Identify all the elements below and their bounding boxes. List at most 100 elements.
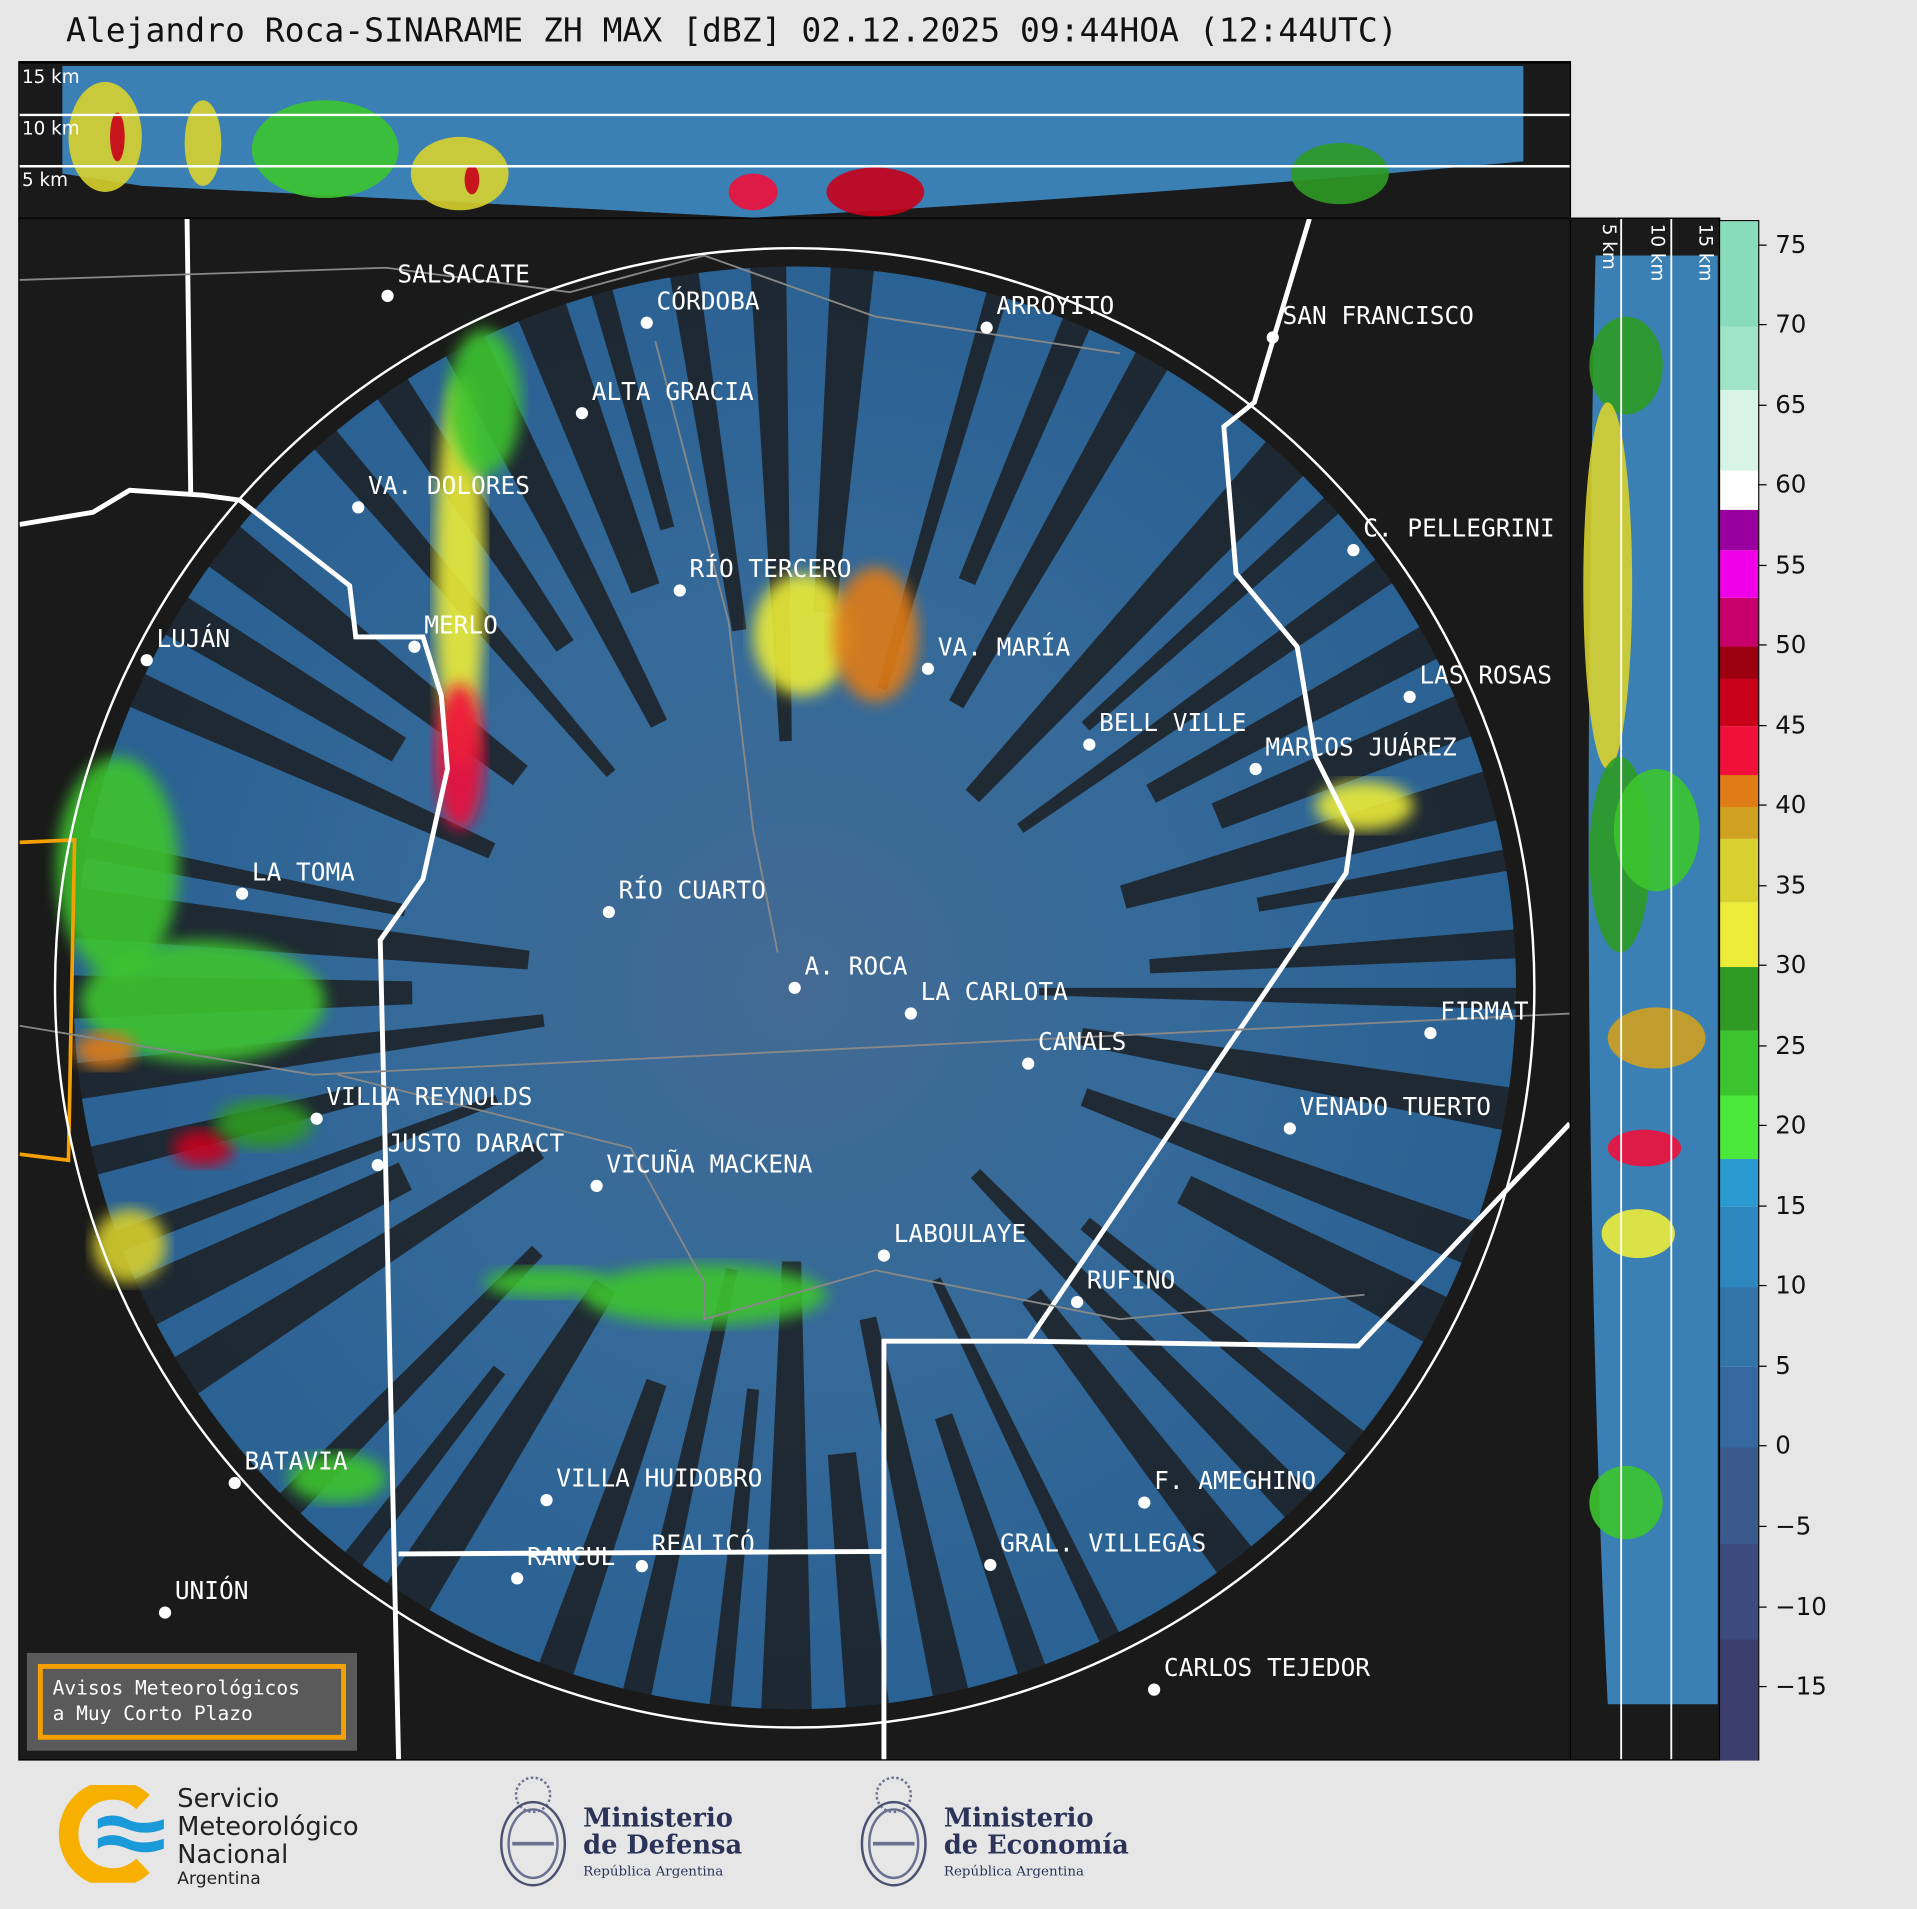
colorbar-tick	[1758, 1125, 1767, 1127]
city-label: SALSACATE	[397, 259, 530, 289]
echo-gap	[859, 1316, 973, 1714]
echo-gap	[1017, 548, 1408, 833]
city-marker	[352, 501, 365, 514]
city-label: VA. DOLORES	[368, 470, 530, 501]
colorbar-segment	[1720, 1446, 1759, 1544]
echo-gap	[1039, 987, 1535, 1011]
colorbar-segment	[1720, 1158, 1759, 1208]
city-marker	[904, 1007, 917, 1020]
colorbar-segment	[1720, 725, 1759, 775]
coat-of-arms-icon	[500, 1776, 567, 1887]
city-label: LAS ROSAS	[1419, 660, 1552, 690]
storm-cell	[832, 567, 919, 702]
colorbar-tick	[1758, 1045, 1767, 1047]
city-label: CÓRDOBA	[656, 286, 760, 316]
vertical-profile-top: 15 km 10 km 5 km	[18, 61, 1572, 221]
storm-cell	[215, 1099, 313, 1149]
city-marker	[1266, 331, 1279, 344]
colorbar-tick	[1758, 884, 1767, 887]
echo-gap	[1081, 485, 1353, 731]
top-profile-svg	[19, 66, 1570, 218]
echo-gap	[511, 286, 660, 594]
profile-cell	[1291, 143, 1389, 205]
city-marker	[1347, 544, 1360, 557]
smn-line-1: Servicio	[177, 1783, 280, 1814]
echo-gap	[1080, 1088, 1495, 1270]
province-border	[184, 218, 194, 496]
colorbar-tick-label: 40	[1775, 790, 1807, 820]
defensa-line-1: Ministerio	[583, 1802, 733, 1833]
echo-gap	[1022, 1288, 1263, 1588]
city-marker	[371, 1159, 384, 1172]
colorbar-segment	[1720, 509, 1759, 551]
city-marker	[511, 1572, 524, 1585]
side-label-10km: 10 km	[1646, 223, 1669, 282]
colorbar-tick-label: 0	[1775, 1431, 1791, 1461]
colorbar-segment	[1720, 838, 1759, 903]
city-label: BELL VILLE	[1099, 707, 1247, 738]
smn-logo: Servicio Meteorológico Nacional Argentin…	[55, 1783, 397, 1889]
city-marker	[140, 654, 153, 667]
city-marker	[228, 1476, 241, 1490]
profile-cell	[1607, 1129, 1682, 1167]
notice-box[interactable]: Avisos Meteorológicos a Muy Corto Plazo	[26, 1652, 357, 1751]
city-marker	[921, 662, 935, 675]
colorbar-tick	[1758, 724, 1767, 726]
colorbar-tick-label: 75	[1775, 229, 1807, 259]
colorbar-tick-label: 60	[1775, 469, 1807, 500]
radar-map-svg	[19, 218, 1570, 1760]
profile-cell	[1607, 1007, 1706, 1069]
city-marker	[1083, 738, 1096, 751]
colorbar-segment	[1720, 645, 1759, 679]
profile-cell	[1583, 402, 1633, 770]
city-label: RUFINO	[1086, 1265, 1176, 1295]
city-marker	[635, 1560, 648, 1573]
profile-cell	[728, 173, 778, 211]
city-marker	[1070, 1295, 1084, 1309]
city-marker	[1249, 762, 1262, 776]
city-label: CARLOS TEJEDOR	[1163, 1652, 1371, 1683]
city-label: RÍO TERCERO	[689, 553, 852, 584]
city-marker	[1403, 690, 1416, 703]
economia-line-3: República Argentina	[943, 1863, 1085, 1880]
province-border	[398, 1338, 1029, 1557]
defensa-line-3: República Argentina	[583, 1863, 724, 1880]
city-marker	[381, 289, 394, 302]
echo-gap	[1146, 618, 1453, 803]
colorbar-segment	[1720, 389, 1759, 471]
profile-cell	[826, 167, 925, 217]
echo-gap	[958, 301, 1097, 586]
department-border	[19, 1012, 1570, 1076]
city-label: VILLA HUIDOBRO	[556, 1463, 763, 1493]
colorbar-tick	[1758, 1605, 1767, 1608]
echo-gap	[1149, 928, 1534, 974]
city-label: F. AMEGHINO	[1154, 1465, 1317, 1496]
colorbar-segment	[1720, 806, 1759, 839]
colorbar-segment	[1720, 1639, 1759, 1760]
colorbar-segment	[1720, 677, 1759, 727]
colorbar	[1718, 220, 1760, 1761]
city-marker	[673, 584, 686, 597]
economia-logo: Ministerio de Economía República Argenti…	[856, 1773, 1137, 1895]
colorbar-tick-label: 25	[1775, 1030, 1807, 1060]
colorbar-segment	[1720, 1286, 1759, 1368]
city-label: RANCUL	[526, 1541, 616, 1572]
province-border	[1023, 218, 1570, 1349]
top-label-15km: 15 km	[22, 66, 80, 89]
city-marker	[235, 887, 249, 900]
department-border	[19, 254, 1121, 355]
city-label: LA TOMA	[251, 857, 355, 887]
city-marker	[1148, 1683, 1161, 1696]
colorbar-segment	[1720, 1030, 1759, 1096]
city-label: FIRMAT	[1440, 996, 1529, 1026]
colorbar-tick	[1758, 1686, 1767, 1688]
echo-gap	[586, 272, 675, 531]
profile-cell	[68, 81, 142, 192]
storm-cell	[80, 940, 326, 1063]
smn-line-3: Nacional	[177, 1840, 289, 1870]
storm-cell	[484, 1267, 607, 1298]
storm-cell	[172, 1129, 234, 1167]
city-label: MERLO	[424, 610, 498, 640]
economia-line-2: de Economía	[943, 1829, 1129, 1860]
colorbar-tick	[1758, 244, 1767, 246]
